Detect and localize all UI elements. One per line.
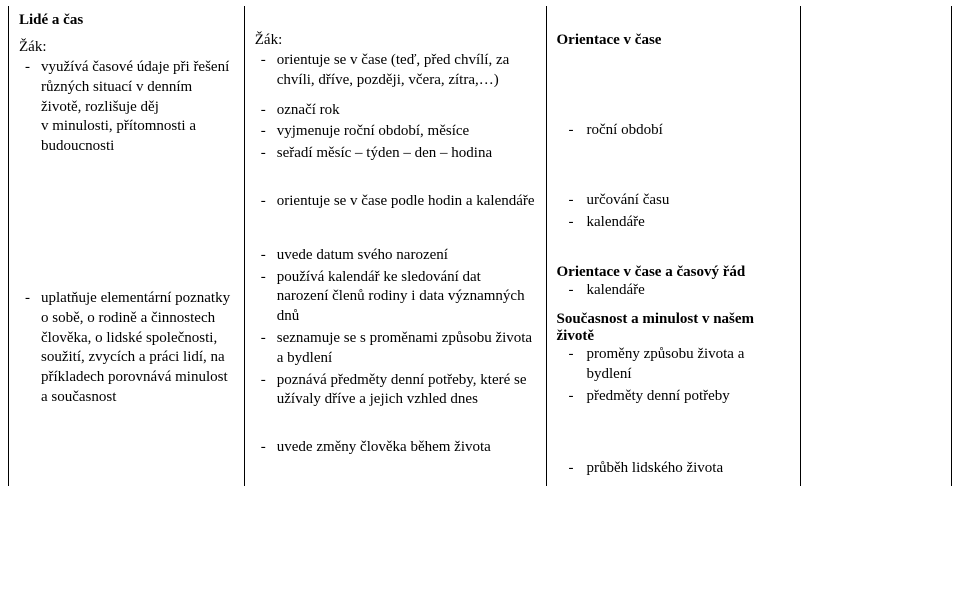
list-item: kalendáře — [587, 213, 791, 233]
col-4 — [801, 6, 952, 486]
col1-block1: využívá časové údaje při řešení různých … — [19, 58, 234, 157]
col-1: Lidé a čas Žák: využívá časové údaje při… — [9, 6, 245, 486]
list-item: předměty denní potřeby — [587, 387, 791, 407]
col3-h1: Orientace v čase — [557, 32, 791, 49]
list-item: označí rok — [277, 101, 536, 121]
list-item: kalendáře — [587, 281, 791, 301]
col-3: Orientace v čase roční období určování č… — [546, 6, 801, 486]
list-item: uvede datum svého narození — [277, 246, 536, 266]
list-item: roční období — [587, 121, 791, 141]
list-item: vyjmenuje roční období, měsíce — [277, 122, 536, 142]
list-item: uvede změny člověka během života — [277, 438, 536, 458]
list-item: orientuje se v čase podle hodin a kalend… — [277, 192, 536, 212]
list-item: využívá časové údaje při řešení různých … — [41, 58, 234, 157]
list-item: poznává předměty denní potřeby, které se… — [277, 371, 536, 411]
list-item: určování času — [587, 191, 791, 211]
col-2: Žák: orientuje se v čase (teď, před chví… — [244, 6, 546, 486]
col2-block2: označí rok vyjmenuje roční období, měsíc… — [255, 101, 536, 164]
list-item: průběh lidského života — [587, 459, 791, 479]
list-item: orientuje se v čase (teď, před chvílí, z… — [277, 51, 536, 91]
col3-h2: Orientace v čase a časový řád — [557, 264, 791, 281]
col3-block4: proměny způsobu života a bydlení předmět… — [557, 345, 791, 406]
col2-block4: uvede datum svého narození používá kalen… — [255, 246, 536, 410]
col3-block5: průběh lidského života — [557, 459, 791, 479]
col2-lead: Žák: — [255, 32, 536, 49]
col2-block3: orientuje se v čase podle hodin a kalend… — [255, 192, 536, 212]
col1-lead: Žák: — [19, 39, 234, 56]
list-item: seřadí měsíc – týden – den – hodina — [277, 144, 536, 164]
col1-block2: uplatňuje elementární poznatky o sobě, o… — [19, 289, 234, 408]
col3-h3: Současnost a minulost v našem životě — [557, 311, 791, 345]
list-item: proměny způsobu života a bydlení — [587, 345, 791, 385]
col2-block5: uvede změny člověka během života — [255, 438, 536, 458]
list-item: uplatňuje elementární poznatky o sobě, o… — [41, 289, 234, 408]
section-title: Lidé a čas — [19, 12, 234, 29]
curriculum-table: Lidé a čas Žák: využívá časové údaje při… — [8, 6, 952, 486]
list-item: používá kalendář ke sledování dat naroze… — [277, 268, 536, 327]
list-item: seznamuje se s proměnami způsobu života … — [277, 329, 536, 369]
col3-block3: kalendáře — [557, 281, 791, 301]
col3-block2: určování času kalendáře — [557, 191, 791, 233]
page: Lidé a čas Žák: využívá časové údaje při… — [0, 0, 960, 605]
col3-block1: roční období — [557, 121, 791, 141]
col2-block1: orientuje se v čase (teď, před chvílí, z… — [255, 51, 536, 91]
